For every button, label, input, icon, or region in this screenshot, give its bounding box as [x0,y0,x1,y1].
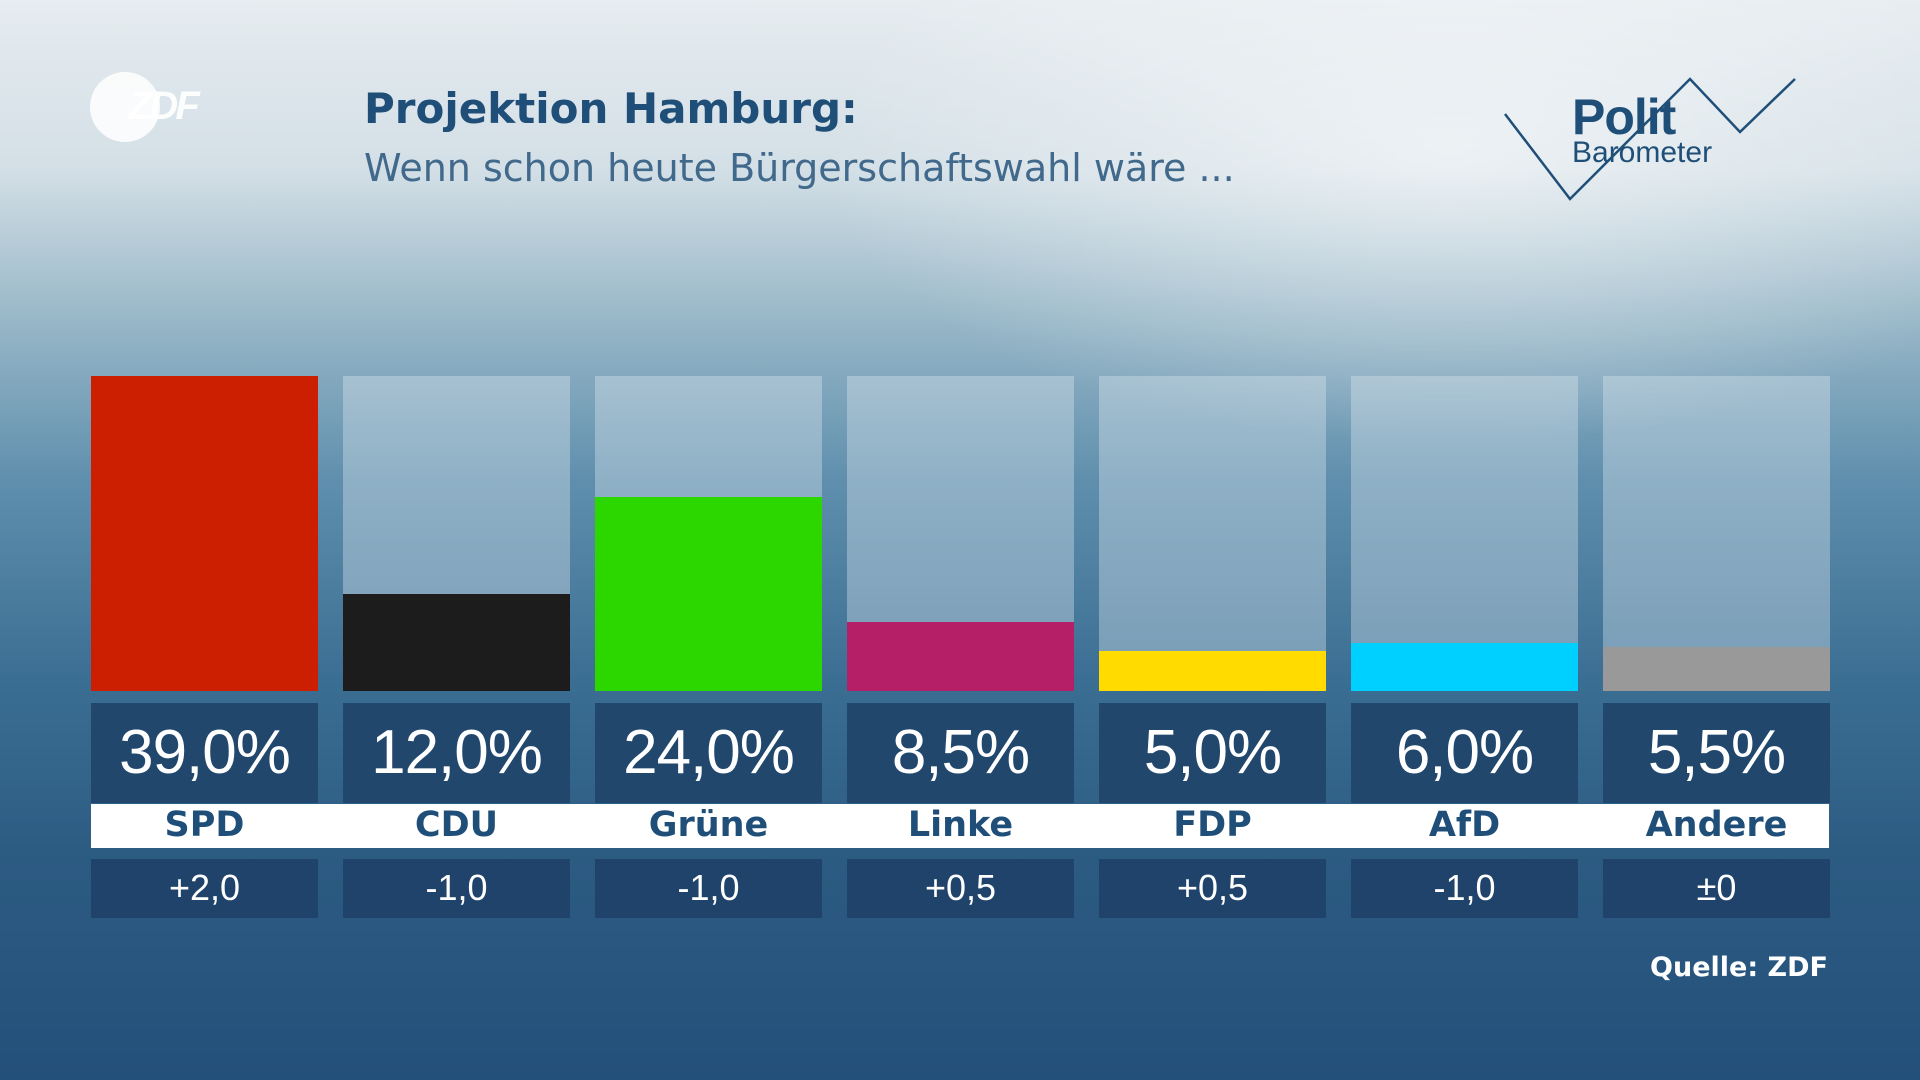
bar-track-spd [91,376,318,691]
party-label-afd: AfD [1428,805,1501,845]
bar-cdu [343,594,570,691]
change-label-gruene: -1,0 [595,859,822,918]
politbarometer-trend-icon [1504,77,1796,201]
value-label-fdp: 5,0% [1099,703,1326,803]
bar-afd [1351,643,1578,691]
change-label-andere: ±0 [1603,859,1830,918]
politbarometer-logo-barometer: Barometer [1572,136,1713,169]
chart-subtitle: Wenn schon heute Bürgerschaftswahl wäre … [364,146,1235,190]
bar-track-cdu [343,376,570,691]
bar-linke [847,622,1074,691]
bar-track-andere [1603,376,1830,691]
value-label-gruene: 24,0% [595,703,822,803]
party-label-gruene: Grüne [648,805,769,845]
politbarometer-logo: Polit Barometer [1500,74,1800,204]
change-label-afd: -1,0 [1351,859,1578,918]
value-label-afd: 6,0% [1351,703,1578,803]
bar-spd [91,376,318,691]
change-label-fdp: +0,5 [1099,859,1326,918]
value-label-spd: 39,0% [91,703,318,803]
party-label-spd: SPD [164,805,245,845]
change-label-linke: +0,5 [847,859,1074,918]
bar-track-gruene [595,376,822,691]
zdf-logo: ZDF [90,72,230,148]
zdf-logo-text: ZDF [128,84,200,128]
change-label-spd: +2,0 [91,859,318,918]
party-label-fdp: FDP [1173,805,1252,845]
party-label-andere: Andere [1645,805,1788,845]
party-label-linke: Linke [907,805,1014,845]
value-label-cdu: 12,0% [343,703,570,803]
party-name-strip [91,804,1829,848]
bar-track-linke [847,376,1074,691]
value-label-linke: 8,5% [847,703,1074,803]
bar-track-fdp [1099,376,1326,691]
politbarometer-logo-polit: Polit [1572,89,1676,145]
bar-fdp [1099,651,1326,691]
bar-gruene [595,497,822,691]
value-label-andere: 5,5% [1603,703,1830,803]
source-label: Quelle: ZDF [1650,952,1828,983]
chart-title: Projektion Hamburg: [364,84,858,133]
party-label-cdu: CDU [414,805,499,845]
bar-andere [1603,647,1830,691]
change-label-cdu: -1,0 [343,859,570,918]
zdf-logo-circle [90,72,160,142]
bar-track-afd [1351,376,1578,691]
